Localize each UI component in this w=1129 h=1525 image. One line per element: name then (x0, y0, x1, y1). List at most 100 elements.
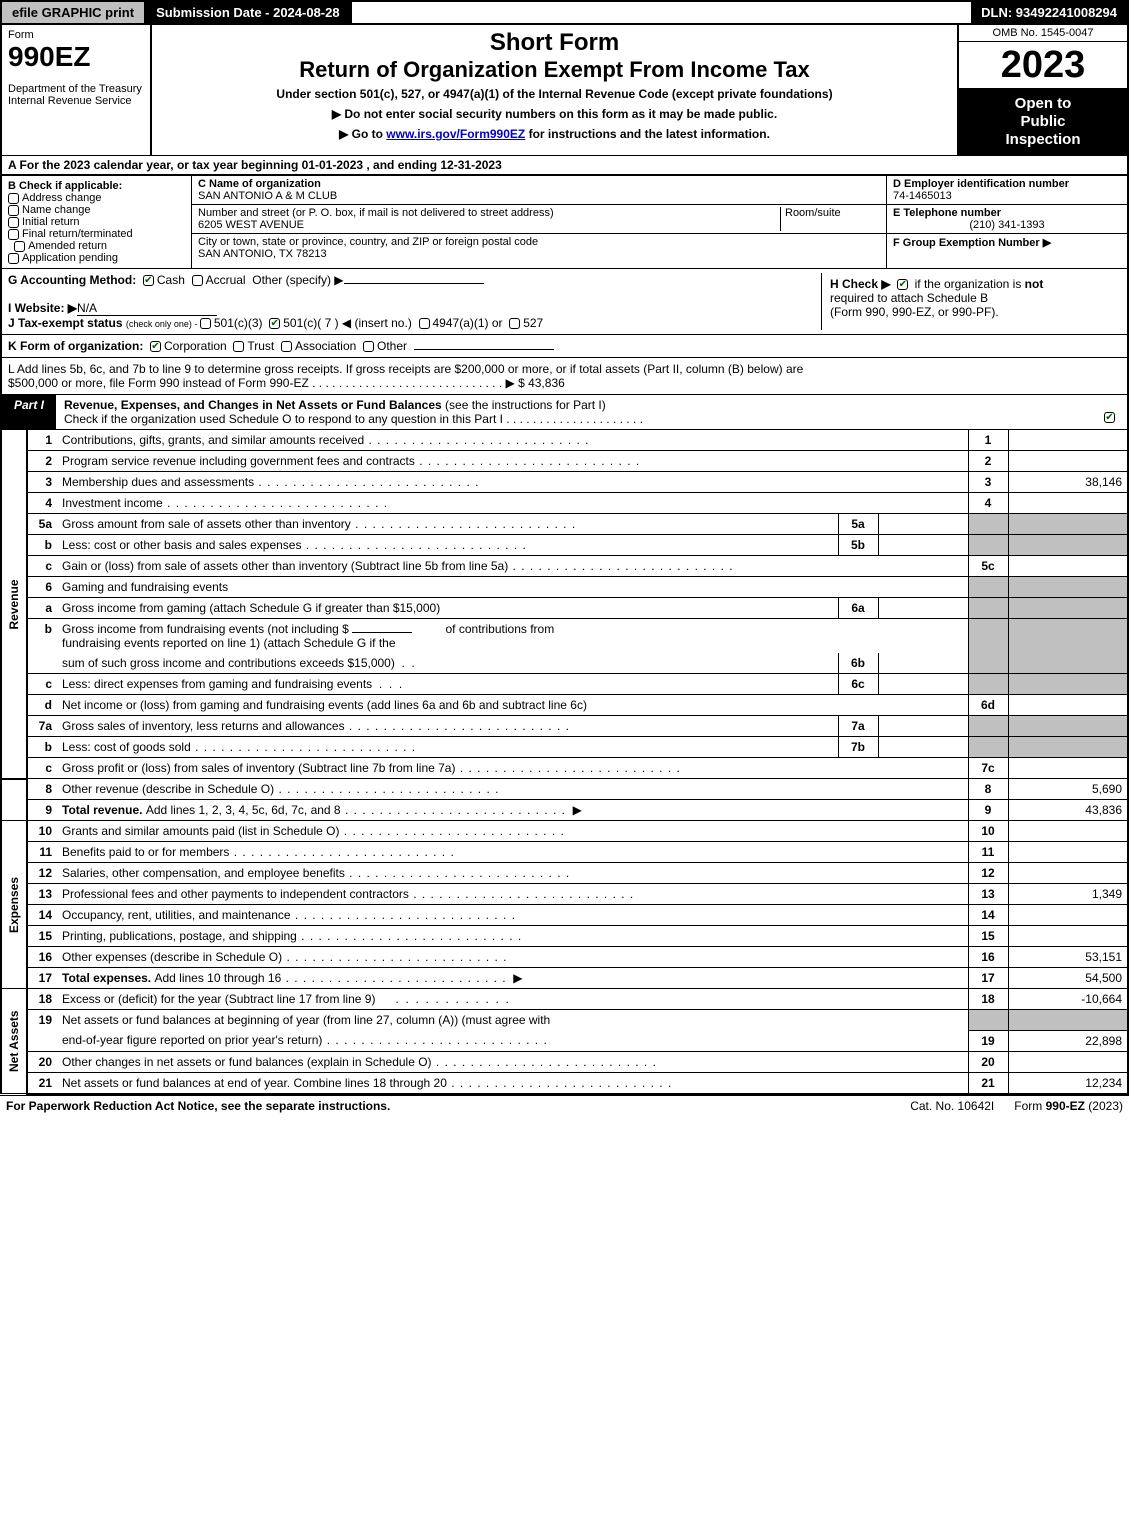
ln-20-ref: 20 (968, 1051, 1008, 1072)
ln-4-num: 4 (27, 493, 57, 514)
ln-5a-ref (968, 514, 1008, 535)
open-line1: Open to (961, 95, 1125, 113)
ln-7b-amount (1008, 737, 1128, 758)
chk-527[interactable] (509, 318, 520, 329)
chk-final-return[interactable] (8, 229, 19, 240)
ln-6c-desc: Less: direct expenses from gaming and fu… (62, 677, 372, 691)
efile-print-button[interactable]: efile GRAPHIC print (2, 2, 146, 23)
chk-corporation[interactable] (150, 341, 161, 352)
c-city-label: City or town, state or province, country… (198, 236, 538, 248)
chk-part-i-schedule-o[interactable] (1104, 412, 1115, 423)
ln-18-amount: -10,664 (1008, 989, 1128, 1010)
k-other-input[interactable] (414, 349, 554, 350)
k-label: K Form of organization: (8, 339, 143, 353)
b-item-5: Application pending (22, 252, 118, 264)
ln-17-pre: Total expenses. (62, 971, 154, 985)
ln-15-amount (1008, 926, 1128, 947)
ln-10-num: 10 (27, 821, 57, 842)
ln-6b-amount (1008, 619, 1128, 674)
part-i-title-text: Revenue, Expenses, and Changes in Net As… (64, 398, 445, 412)
chk-amended-return[interactable] (14, 241, 25, 252)
ln-15-num: 15 (27, 926, 57, 947)
g-other-input[interactable] (344, 283, 484, 284)
ln-16-desc: Other expenses (describe in Schedule O) (62, 950, 508, 964)
ln-2-num: 2 (27, 451, 57, 472)
ln-14-num: 14 (27, 905, 57, 926)
j-sub: (check only one) - (126, 319, 200, 329)
section-c: C Name of organization SAN ANTONIO A & M… (192, 176, 887, 268)
ln-6c-val (878, 674, 968, 695)
l-text2: $500,000 or more, file Form 990 instead … (8, 376, 565, 390)
part-i-header: Part I Revenue, Expenses, and Changes in… (0, 395, 1129, 430)
ln-18-ref: 18 (968, 989, 1008, 1010)
chk-association[interactable] (281, 341, 292, 352)
j-o1: 501(c)(3) (214, 316, 263, 330)
chk-501c[interactable] (269, 318, 280, 329)
ln-7a-num: 7a (27, 716, 57, 737)
section-def: D Employer identification number 74-1465… (887, 176, 1127, 268)
ln-6b-num: b (27, 619, 57, 674)
footer-right-bold: 990-EZ (1046, 1099, 1085, 1113)
section-a: A For the 2023 calendar year, or tax yea… (0, 155, 1129, 176)
ln-5b-ref (968, 535, 1008, 556)
chk-address-change[interactable] (8, 193, 19, 204)
chk-name-change[interactable] (8, 205, 19, 216)
b-item-2: Initial return (22, 216, 79, 228)
chk-accrual[interactable] (192, 275, 203, 286)
open-to-public-badge: Open to Public Inspection (959, 89, 1127, 155)
irs-link[interactable]: www.irs.gov/Form990EZ (386, 127, 525, 141)
ln-5a-val (878, 514, 968, 535)
ln-7c-num: c (27, 758, 57, 779)
chk-501c3[interactable] (200, 318, 211, 329)
ln-6a-ref (968, 598, 1008, 619)
dept-line2: Internal Revenue Service (8, 95, 144, 107)
ln-1-ref: 1 (968, 430, 1008, 451)
header-right: OMB No. 1545-0047 2023 Open to Public In… (957, 25, 1127, 155)
f-label: F Group Exemption Number ▶ (893, 237, 1051, 249)
ln-19-amount-shade (1008, 1010, 1128, 1031)
ln-5b-val (878, 535, 968, 556)
g-cash: Cash (157, 273, 185, 287)
lines-table: Revenue 1 Contributions, gifts, grants, … (0, 430, 1129, 1095)
ln-17-num: 17 (27, 968, 57, 989)
j-o2: 501(c)( 7 ) ◀ (insert no.) (283, 316, 412, 330)
chk-initial-return[interactable] (8, 217, 19, 228)
ln-7c-desc: Gross profit or (loss) from sales of inv… (62, 761, 681, 775)
chk-trust[interactable] (233, 341, 244, 352)
ln-16-num: 16 (27, 947, 57, 968)
info-block-bcdef: B Check if applicable: Address change Na… (0, 176, 1129, 269)
ln-10-amount (1008, 821, 1128, 842)
ln-13-ref: 13 (968, 884, 1008, 905)
b-item-4: Amended return (28, 240, 107, 252)
ln-5a-box: 5a (838, 514, 878, 535)
header-left: Form 990EZ Department of the Treasury In… (2, 25, 152, 155)
topbar-spacer (352, 2, 972, 23)
side-expenses: Expenses (1, 821, 27, 989)
chk-other-org[interactable] (363, 341, 374, 352)
ln-19-desc-a: Net assets or fund balances at beginning… (57, 1010, 968, 1031)
ln-16-ref: 16 (968, 947, 1008, 968)
ln-6b-input[interactable] (352, 632, 412, 633)
chk-cash[interactable] (143, 275, 154, 286)
side-net-assets: Net Assets (1, 989, 27, 1094)
instruction-1: ▶ Do not enter social security numbers o… (160, 107, 949, 121)
ln-4-ref: 4 (968, 493, 1008, 514)
part-i-title: Revenue, Expenses, and Changes in Net As… (56, 395, 1127, 429)
ln-7a-amount (1008, 716, 1128, 737)
chk-4947[interactable] (419, 318, 430, 329)
page-footer: For Paperwork Reduction Act Notice, see … (0, 1095, 1129, 1116)
ln-2-ref: 2 (968, 451, 1008, 472)
g-accrual: Accrual (206, 273, 246, 287)
ln-6c-box: 6c (838, 674, 878, 695)
ln-7a-box: 7a (838, 716, 878, 737)
ln-6-ref (968, 577, 1008, 598)
d-value: 74-1465013 (893, 190, 952, 202)
footer-right: Form 990-EZ (2023) (1014, 1099, 1123, 1113)
h-text2: required to attach Schedule B (830, 291, 988, 305)
ln-6b-desc3: fundraising events reported on line 1) (… (62, 636, 396, 650)
ln-19-ref: 19 (968, 1030, 1008, 1051)
chk-application-pending[interactable] (8, 253, 19, 264)
ln-11-ref: 11 (968, 842, 1008, 863)
chk-h[interactable] (897, 279, 908, 290)
ln-14-ref: 14 (968, 905, 1008, 926)
